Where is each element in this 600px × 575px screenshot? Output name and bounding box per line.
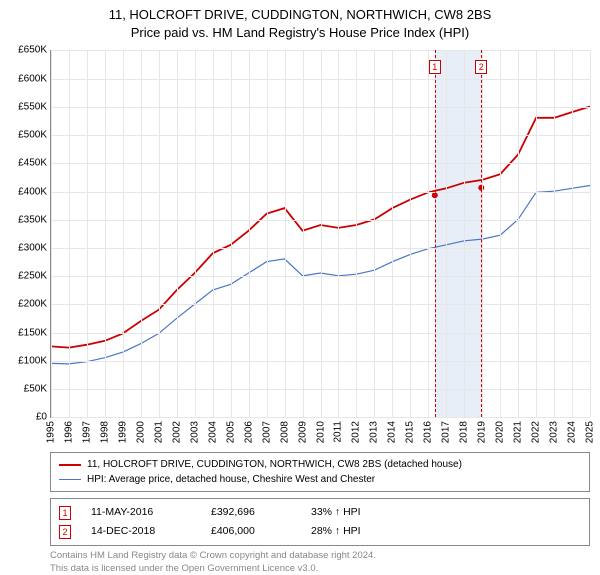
legend: 11, HOLCROFT DRIVE, CUDDINGTON, NORTHWIC… [50,452,590,492]
sale-marker-box: 2 [59,525,71,539]
legend-label: 11, HOLCROFT DRIVE, CUDDINGTON, NORTHWIC… [87,457,462,472]
sale-pct: 33% ↑ HPI [311,503,361,522]
sale-pct: 28% ↑ HPI [311,522,361,541]
footer: Contains HM Land Registry data © Crown c… [50,550,590,575]
x-tick-label: 2000 [135,421,146,443]
x-tick-label: 2004 [207,421,218,443]
y-tick-label: £550K [18,101,47,112]
x-tick-label: 1998 [99,421,110,443]
sale-row: 1 11-MAY-2016 £392,696 33% ↑ HPI [59,503,581,522]
x-tick-label: 2017 [441,421,452,443]
x-tick-label: 2003 [189,421,200,443]
legend-swatch [59,464,81,466]
footer-line: Contains HM Land Registry data © Crown c… [50,550,590,562]
title-address: 11, HOLCROFT DRIVE, CUDDINGTON, NORTHWIC… [0,6,600,24]
y-tick-label: £200K [18,299,47,310]
y-tick-label: £300K [18,242,47,253]
x-tick-label: 2006 [243,421,254,443]
sale-marker-box: 1 [429,60,441,74]
y-tick-label: £150K [18,327,47,338]
x-tick-label: 2013 [369,421,380,443]
x-tick-label: 2023 [549,421,560,443]
legend-item: 11, HOLCROFT DRIVE, CUDDINGTON, NORTHWIC… [59,457,581,472]
y-tick-label: £100K [18,355,47,366]
y-tick-label: £400K [18,186,47,197]
chart-container: 11, HOLCROFT DRIVE, CUDDINGTON, NORTHWIC… [0,0,600,560]
x-tick-label: 2002 [171,421,182,443]
x-tick-label: 2016 [423,421,434,443]
x-tick-label: 2025 [585,421,596,443]
x-tick-label: 2009 [297,421,308,443]
x-tick-label: 2007 [261,421,272,443]
sale-date: 11-MAY-2016 [91,503,191,522]
x-tick-label: 2019 [477,421,488,443]
x-tick-label: 2015 [405,421,416,443]
sale-vline [435,50,436,417]
x-tick-label: 2010 [315,421,326,443]
sale-vline [481,50,482,417]
legend-item: HPI: Average price, detached house, Ches… [59,472,581,487]
sale-price: £406,000 [211,522,291,541]
y-tick-label: £350K [18,214,47,225]
y-tick-label: £450K [18,158,47,169]
x-tick-label: 2020 [495,421,506,443]
y-tick-label: £50K [24,384,47,395]
sale-price: £392,696 [211,503,291,522]
sale-row: 2 14-DEC-2018 £406,000 28% ↑ HPI [59,522,581,541]
sales-table: 1 11-MAY-2016 £392,696 33% ↑ HPI 2 14-DE… [50,498,590,546]
footer-line: This data is licensed under the Open Gov… [50,563,590,575]
y-tick-label: £650K [18,45,47,56]
x-tick-label: 2014 [387,421,398,443]
x-tick-label: 1999 [117,421,128,443]
x-tick-label: 2011 [333,421,344,443]
x-tick-label: 1995 [46,421,57,443]
title-subtitle: Price paid vs. HM Land Registry's House … [0,24,600,42]
y-tick-label: £600K [18,73,47,84]
legend-label: HPI: Average price, detached house, Ches… [87,472,375,487]
sale-date: 14-DEC-2018 [91,522,191,541]
legend-swatch [59,479,81,480]
x-tick-label: 2008 [279,421,290,443]
x-tick-label: 2012 [351,421,362,443]
y-tick-label: £250K [18,271,47,282]
y-tick-label: £500K [18,130,47,141]
x-tick-label: 2021 [513,421,524,443]
chart-plot-area: £0£50K£100K£150K£200K£250K£300K£350K£400… [50,50,590,418]
x-tick-label: 2018 [459,421,470,443]
x-tick-label: 2024 [567,421,578,443]
x-tick-label: 1997 [81,421,92,443]
x-tick-label: 2001 [153,421,164,443]
title-block: 11, HOLCROFT DRIVE, CUDDINGTON, NORTHWIC… [0,0,600,42]
x-tick-label: 2005 [225,421,236,443]
sale-marker-box: 2 [475,60,487,74]
x-tick-label: 2022 [531,421,542,443]
sale-marker-box: 1 [59,506,71,520]
x-tick-label: 1996 [63,421,74,443]
